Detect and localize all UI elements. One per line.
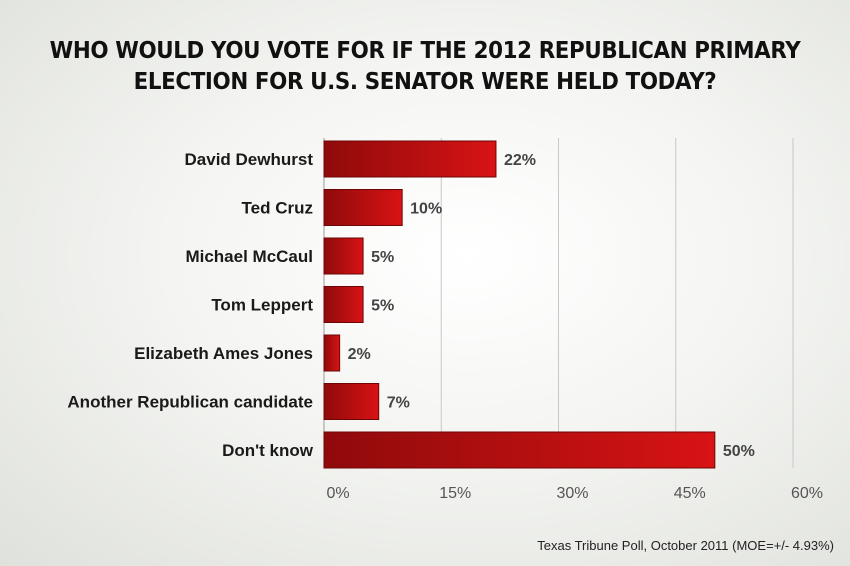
value-label: 7% <box>387 395 410 412</box>
x-tick-label: 60% <box>791 485 823 502</box>
value-label: 2% <box>348 346 371 363</box>
category-label: Tom Leppert <box>211 296 313 315</box>
bar <box>323 140 497 178</box>
x-tick-label: 0% <box>326 485 349 502</box>
category-label: Ted Cruz <box>242 199 313 218</box>
category-label: David Dewhurst <box>185 150 314 169</box>
bar <box>323 286 364 323</box>
category-label: Don't know <box>222 441 314 460</box>
category-labels: David Dewhurst Ted Cruz Michael McCaul Tom … <box>67 150 313 460</box>
category-label: Elizabeth Ames Jones <box>134 344 313 363</box>
value-label: 22% <box>504 152 536 169</box>
gridlines <box>323 138 794 468</box>
x-tick-label: 45% <box>674 485 706 502</box>
x-tick-label: 30% <box>556 485 588 502</box>
x-tick-label: 15% <box>439 485 471 502</box>
source-note: Texas Tribune Poll, October 2011 (MOE=+/… <box>537 538 834 553</box>
chart-title-line-2: ELECTION FOR U.S. SENATOR WERE HELD TODA… <box>133 69 717 95</box>
value-label: 5% <box>371 249 394 266</box>
value-label: 50% <box>723 443 755 460</box>
x-axis-ticks: 0% 15% 30% 45% 60% <box>326 485 823 502</box>
bar <box>323 383 380 420</box>
bar <box>323 334 341 372</box>
category-label: Michael McCaul <box>185 247 313 266</box>
value-label: 10% <box>410 201 442 218</box>
bars <box>323 140 716 469</box>
bar <box>323 237 364 275</box>
category-label: Another Republican candidate <box>67 393 313 412</box>
value-label: 5% <box>371 298 394 315</box>
bar <box>323 431 716 469</box>
chart-title: WHO WOULD YOU VOTE FOR IF THE 2012 REPUB… <box>30 36 821 98</box>
chart-title-line-1: WHO WOULD YOU VOTE FOR IF THE 2012 REPUB… <box>49 38 801 64</box>
value-labels: 22% 10% 5% 5% 2% 7% 50% <box>348 152 755 460</box>
bar <box>323 189 403 226</box>
